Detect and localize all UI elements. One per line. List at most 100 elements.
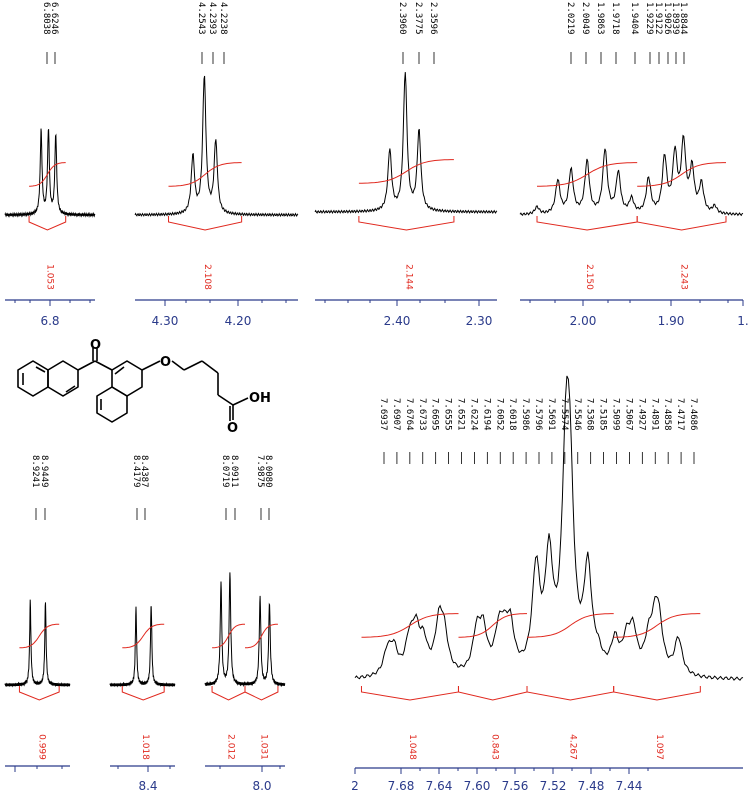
integral-curve: [212, 623, 245, 649]
x-tick-label: 7.48: [578, 779, 605, 793]
peak-label: 7.4858: [662, 398, 672, 431]
peak-label: 7.4717: [675, 398, 685, 431]
integral-curve: [458, 613, 527, 638]
integral-curve: [537, 162, 638, 187]
integral-value: 4.267: [567, 734, 577, 760]
peak-label: 7.6937: [378, 398, 388, 431]
integral-value: 0.999: [36, 734, 46, 760]
peak-label: 7.6555: [443, 398, 453, 431]
bond: [171, 360, 185, 371]
integral-curve: [122, 623, 165, 649]
x-tick-label: 4.20: [225, 314, 252, 328]
peak-label: 7.6733: [417, 398, 427, 431]
spectrum-panel-b: 2.108 4.2543 4.2393 4.2238 4.30 4.20: [134, 2, 299, 328]
integral-bracket: [358, 216, 455, 231]
ether-oxygen-label: O: [160, 355, 171, 370]
spectrum-trace: [4, 599, 71, 688]
spectrum-trace: [354, 375, 744, 681]
naphthalene-ring: [47, 360, 79, 397]
integral-bracket: [613, 686, 701, 701]
integral-curve: [168, 162, 242, 187]
peak-label: 1.8939: [670, 2, 680, 35]
peak-label: 7.6224: [468, 398, 478, 431]
spectrum-trace: [204, 572, 286, 688]
peak-label: 8.0080: [263, 455, 273, 488]
peak-label: 7.4686: [688, 398, 698, 431]
peak-label: 8.4387: [139, 455, 149, 488]
integral-bracket: [457, 686, 528, 701]
peak-label: 7.5796: [533, 398, 543, 431]
integral-bracket: [211, 686, 246, 701]
peak-label: 7.5574: [559, 398, 569, 431]
peak-label: 8.9449: [39, 455, 49, 488]
integral-value: 2.243: [679, 264, 689, 290]
peak-label: 7.4927: [636, 398, 646, 431]
peak-label: 8.4179: [131, 455, 141, 488]
spectrum-trace: [134, 75, 299, 218]
peak-label: 7.6194: [481, 398, 491, 431]
peak-label: 4.2543: [196, 2, 206, 35]
integral-bracket: [636, 216, 727, 231]
peak-label: 4.2238: [218, 2, 228, 35]
x-tick-label: 7.60: [464, 779, 491, 793]
peak-label: 4.2393: [207, 2, 217, 35]
integral-value: 2.108: [202, 264, 212, 290]
peak-label: 2.3596: [428, 2, 438, 35]
peak-label: 7.6907: [391, 398, 401, 431]
carbonyl-oxygen-label: O: [90, 338, 101, 353]
bond: [201, 360, 219, 374]
naphthalene-ring: [96, 386, 128, 423]
peak-label: 2.0219: [565, 2, 575, 35]
peak-label: 1.9718: [610, 2, 620, 35]
x-tick-label: 8.0: [252, 779, 271, 793]
peak-label: 8.0719: [220, 455, 230, 488]
x-tick-label: 2.00: [570, 314, 597, 328]
peak-label: 7.5546: [572, 398, 582, 431]
peak-label: 2.0049: [580, 2, 590, 35]
peak-label: 2.3960: [397, 2, 407, 35]
double-bond: [35, 366, 46, 373]
integral-bracket: [28, 216, 67, 231]
integral-bracket: [244, 686, 279, 701]
peak-label: 1.9122: [653, 2, 663, 35]
x-tick-label: 7.64: [426, 779, 453, 793]
x-tick-label: 7.68: [388, 779, 415, 793]
spectrum-panel-d: 2.150 2.243 2.0219 2.0049 1.9863 1.9718 1.9404…: [519, 2, 749, 328]
peak-label: 7.5691: [546, 398, 556, 431]
x-tick-label: 2.30: [466, 314, 493, 328]
peak-label: 8.0911: [229, 455, 239, 488]
peak-label: 7.5368: [585, 398, 595, 431]
peak-label: 7.6695: [430, 398, 440, 431]
x-tick-label: 1.90: [658, 314, 685, 328]
peak-label: 7.5986: [520, 398, 530, 431]
peak-label: 1.9026: [662, 2, 672, 35]
peak-label: 2.3775: [413, 2, 423, 35]
integral-curve: [637, 162, 726, 187]
integral-curve: [613, 613, 701, 638]
bond: [232, 397, 249, 406]
integral-curve: [361, 613, 459, 638]
spectrum-trace: [519, 134, 744, 217]
peak-label: 7.6521: [456, 398, 466, 431]
chemical-structure: [17, 348, 249, 423]
peak-label: 7.5185: [598, 398, 608, 431]
spectrum-trace: [109, 606, 176, 688]
peak-label: 7.5099: [611, 398, 621, 431]
integral-bracket: [536, 216, 638, 231]
integral-curve: [245, 623, 278, 649]
naphthalene-ring: [111, 360, 143, 397]
bond: [183, 360, 203, 371]
integral-value: 1.097: [654, 734, 664, 760]
bond: [94, 360, 113, 371]
integral-value: 1.018: [140, 734, 150, 760]
integral-value: 2.012: [226, 734, 236, 760]
double-bond: [65, 385, 76, 393]
peak-label: 7.6052: [494, 398, 504, 431]
x-tick-label: 6.8: [40, 314, 59, 328]
peak-label: 6.6246: [49, 2, 59, 35]
spectrum-trace: [4, 128, 96, 218]
x-tick-label: 7.56: [502, 779, 529, 793]
